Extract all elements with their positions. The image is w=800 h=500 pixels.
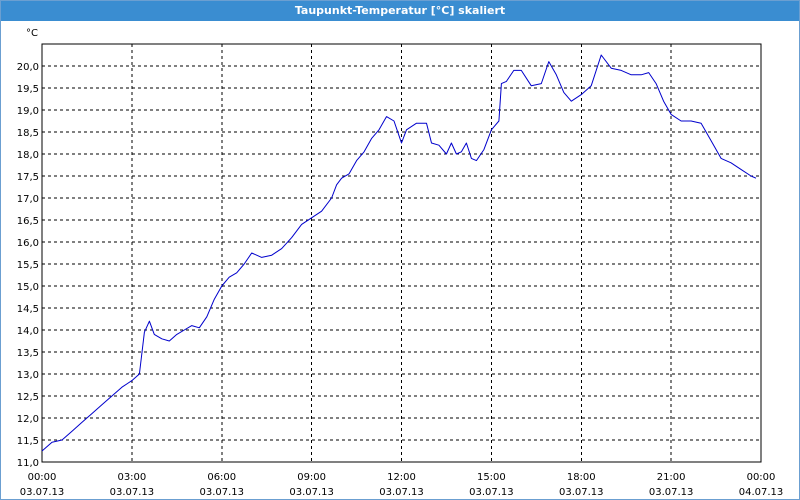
y-tick-label: 19,5 bbox=[17, 84, 39, 95]
x-tick-label-date: 03.07.13 bbox=[289, 487, 334, 498]
plot-frame bbox=[41, 43, 762, 463]
y-tick-label: 18,5 bbox=[17, 128, 39, 139]
y-tick-label: 12,5 bbox=[17, 392, 39, 403]
y-tick-label: 18,0 bbox=[17, 150, 39, 161]
y-tick-label: 17,5 bbox=[17, 172, 39, 183]
y-tick-label: 20,0 bbox=[17, 62, 39, 73]
y-tick-label: 16,0 bbox=[17, 238, 39, 249]
x-tick-label-date: 03.07.13 bbox=[199, 487, 244, 498]
x-tick-label-date: 03.07.13 bbox=[110, 487, 155, 498]
x-tick-label-time: 12:00 bbox=[387, 472, 416, 483]
x-tick-label-date: 03.07.13 bbox=[20, 487, 65, 498]
y-tick-label: 13,5 bbox=[17, 348, 39, 359]
x-tick-label-date: 03.07.13 bbox=[469, 487, 514, 498]
x-tick-label-time: 00:00 bbox=[28, 472, 57, 483]
y-tick-label: 14,0 bbox=[17, 326, 39, 337]
y-tick-label: 12,0 bbox=[17, 414, 39, 425]
x-tick-label-date: 03.07.13 bbox=[559, 487, 604, 498]
y-tick-label: 13,0 bbox=[17, 370, 39, 381]
y-unit-label: °C bbox=[26, 28, 38, 39]
x-tick-label-date: 04.07.13 bbox=[739, 487, 784, 498]
y-tick-label: 15,0 bbox=[17, 282, 39, 293]
y-tick-label: 15,5 bbox=[17, 260, 39, 271]
x-tick-label-time: 18:00 bbox=[567, 472, 596, 483]
x-tick-label-time: 03:00 bbox=[117, 472, 146, 483]
y-tick-label: 16,5 bbox=[17, 216, 39, 227]
y-tick-label: 11,0 bbox=[17, 458, 39, 469]
x-tick-label-time: 15:00 bbox=[477, 472, 506, 483]
x-tick-label-time: 09:00 bbox=[297, 472, 326, 483]
series-line bbox=[41, 54, 757, 452]
window-title: Taupunkt-Temperatur [°C] skaliert bbox=[1, 1, 799, 21]
x-tick-label-time: 06:00 bbox=[207, 472, 236, 483]
y-tick-label: 11,5 bbox=[17, 436, 39, 447]
x-tick-label-date: 03.07.13 bbox=[649, 487, 694, 498]
x-tick-label-time: 00:00 bbox=[747, 472, 776, 483]
y-tick-label: 17,0 bbox=[17, 194, 39, 205]
y-tick-label: 19,0 bbox=[17, 106, 39, 117]
y-tick-label: 14,5 bbox=[17, 304, 39, 315]
x-tick-label-time: 21:00 bbox=[657, 472, 686, 483]
line-chart: 11,0 11,5 12,0 12,5 13,0 13,5 14,0 14,5 15,0 15,5… bbox=[17, 28, 784, 498]
x-tick-label-date: 03.07.13 bbox=[379, 487, 424, 498]
